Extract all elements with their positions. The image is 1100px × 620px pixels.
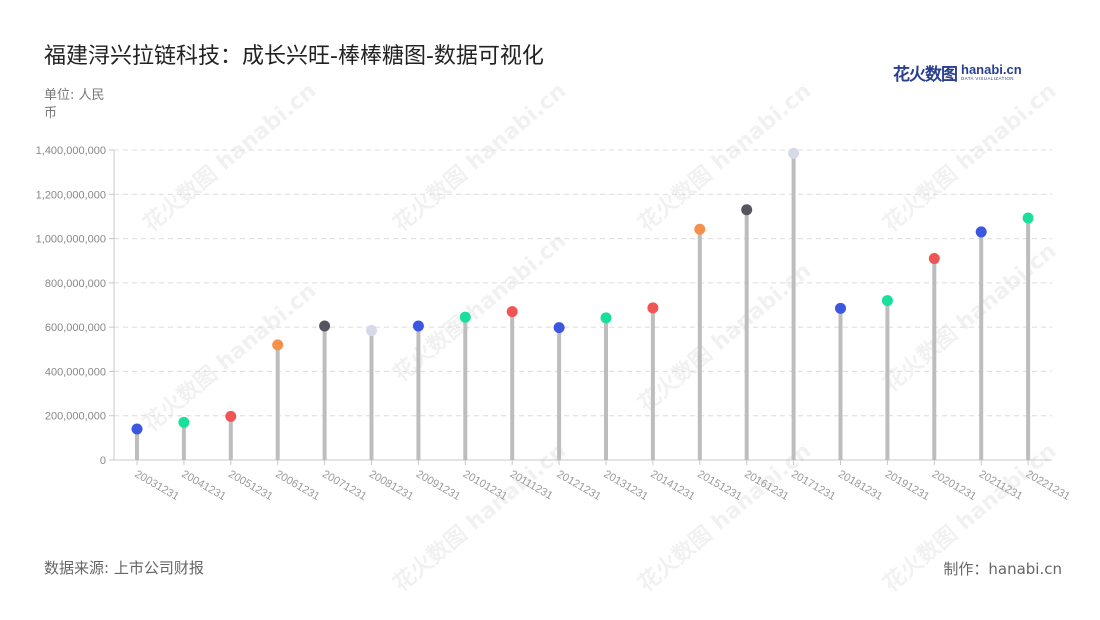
x-tick-label: 20191231 xyxy=(883,468,931,503)
x-tick-label: 20161231 xyxy=(742,468,790,503)
logo-cn-text: 花火数图 xyxy=(893,64,958,85)
dots xyxy=(131,147,1034,435)
x-axis-ticks: 2003123120041231200512312006123120071231… xyxy=(133,460,1072,503)
lollipop-dot xyxy=(319,320,331,332)
lollipop-dot xyxy=(647,302,659,314)
x-tick-label: 20051231 xyxy=(226,468,274,503)
x-tick-label: 20171231 xyxy=(789,468,837,503)
lollipop-dot xyxy=(459,311,471,323)
x-tick-label: 20211231 xyxy=(977,468,1025,502)
lollipop-dot xyxy=(131,423,143,435)
y-tick-label: 200,000,000 xyxy=(45,411,106,423)
y-tick-label: 1,000,000,000 xyxy=(36,234,106,246)
lollipop-dot xyxy=(1022,212,1034,224)
x-tick-label: 20091231 xyxy=(414,468,462,503)
x-tick-label: 20081231 xyxy=(367,468,415,503)
lollipop-dot xyxy=(881,295,893,307)
lollipop-dot xyxy=(788,147,800,159)
x-tick-label: 20131231 xyxy=(602,468,650,503)
x-tick-label: 20121231 xyxy=(555,468,603,503)
y-tick-label: 1,400,000,000 xyxy=(36,145,106,157)
stems xyxy=(135,153,1031,460)
x-tick-label: 20101231 xyxy=(461,468,509,503)
x-tick-label: 20031231 xyxy=(133,468,181,503)
lollipop-dot xyxy=(366,324,377,336)
lollipop-dot xyxy=(412,320,424,332)
y-tick-label: 0 xyxy=(100,455,106,467)
grid-lines xyxy=(114,149,1052,417)
lollipop-dot xyxy=(553,322,565,334)
lollipop-dot xyxy=(178,416,190,428)
x-tick-label: 20181231 xyxy=(836,468,884,503)
logo-en-text: hanabi.cn xyxy=(961,61,1022,77)
brand-logo: 花火数图 hanabi.cn DATA VISUALIZATION xyxy=(893,60,1043,85)
lollipop-dot xyxy=(506,306,518,318)
lollipop-dot xyxy=(225,410,237,422)
x-tick-label: 20141231 xyxy=(648,468,696,503)
y-tick-label: 800,000,000 xyxy=(45,278,106,290)
lollipop-dot xyxy=(600,312,612,324)
x-tick-label: 20201231 xyxy=(930,468,978,503)
y-tick-label: 600,000,000 xyxy=(45,322,106,334)
x-tick-label: 20061231 xyxy=(273,468,321,503)
lollipop-dot xyxy=(928,253,940,264)
maker-credit: 制作：hanabi.cn xyxy=(943,560,1062,578)
chart-title: 福建浔兴拉链科技：成长兴旺-棒棒糖图-数据可视化 xyxy=(44,44,544,69)
logo-en-sub: DATA VISUALIZATION xyxy=(961,75,1014,81)
x-tick-label: 20111231 xyxy=(508,468,555,502)
x-tick-label: 20041231 xyxy=(179,468,227,503)
unit-label: 单位: 人民币 xyxy=(44,88,105,121)
lollipop-dot xyxy=(694,223,706,235)
logo-en: hanabi.cn DATA VISUALIZATION xyxy=(961,63,1022,82)
y-tick-label: 400,000,000 xyxy=(45,366,106,378)
y-tick-label: 1,200,000,000 xyxy=(36,189,106,201)
x-tick-label: 20071231 xyxy=(320,468,368,503)
data-source: 数据来源: 上市公司财报 xyxy=(44,559,204,577)
y-axis-ticks: 0 200,000,000 400,000,000 600,000,000 800,00… xyxy=(36,145,114,467)
lollipop-dot xyxy=(272,339,284,351)
lollipop-dot xyxy=(835,302,846,314)
x-tick-label: 20221231 xyxy=(1024,468,1072,503)
x-tick-label: 20151231 xyxy=(695,468,743,503)
lollipop-dot xyxy=(975,226,987,238)
lollipop-dot xyxy=(741,204,753,216)
